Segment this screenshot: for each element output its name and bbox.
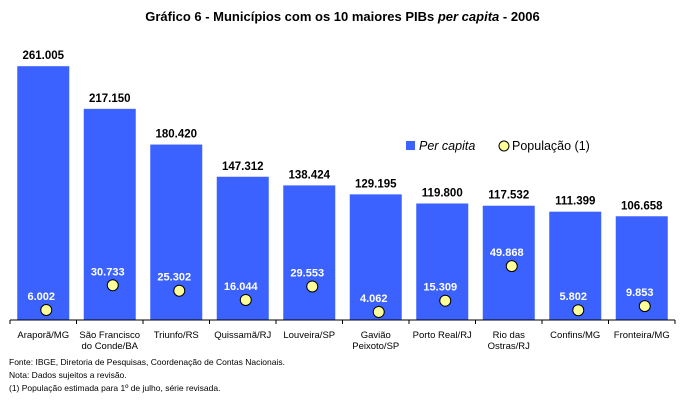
bar-value-label: 217.150 — [89, 93, 131, 105]
population-marker — [439, 294, 452, 307]
population-value-label: 30.733 — [91, 266, 125, 278]
category-label: Fronteira/MG — [614, 330, 670, 341]
population-marker — [106, 279, 119, 292]
bar-value-label: 261.005 — [22, 50, 64, 62]
population-value-label: 5.802 — [559, 291, 587, 303]
population-marker — [572, 304, 585, 317]
population-marker — [505, 260, 518, 273]
population-value-label: 15.309 — [423, 282, 457, 294]
legend-label-population: População (1) — [512, 139, 590, 153]
category-label: Rio das Ostras/RJ — [488, 330, 530, 352]
population-markers-group: 6.002 30.733 25.302 16.044 29.553 4.062 15.309… — [27, 247, 654, 318]
category-label: Porto Real/RJ — [413, 330, 472, 341]
population-value-label: 9.853 — [626, 287, 654, 299]
bar-value-label: 138.424 — [288, 169, 330, 181]
chart-title: Gráfico 6 - Municípios com os 10 maiores… — [145, 9, 540, 24]
category-label: Quissamã/RJ — [214, 330, 271, 341]
legend-swatch-per-capita — [406, 141, 415, 150]
bar-value-label: 117.532 — [488, 190, 529, 202]
x-axis-ticks — [9, 320, 676, 324]
population-marker — [40, 303, 53, 316]
bar-per-capita — [17, 66, 70, 321]
category-label: Araporã/MG — [17, 330, 69, 341]
category-label: São Francisco do Conde/BA — [79, 330, 140, 352]
population-value-label: 25.302 — [157, 272, 191, 284]
population-marker — [306, 280, 319, 293]
population-marker — [239, 293, 252, 306]
x-axis-category-labels: Araporã/MG São Francisco do Conde/BA Triunf… — [17, 330, 669, 352]
population-marker — [173, 284, 186, 297]
legend-label-per-capita: Per capita — [419, 139, 475, 153]
population-value-label: 16.044 — [224, 281, 259, 293]
bar-value-label: 129.195 — [355, 178, 397, 190]
bar-per-capita — [283, 185, 336, 320]
footnote-revision: Nota: Dados sujeitos a revisão. — [9, 370, 127, 380]
chart-title-main: Gráfico 6 - Municípios com os 10 maiores… — [145, 9, 438, 24]
legend-swatch-population — [498, 140, 510, 152]
bar-value-label: 180.420 — [155, 129, 197, 141]
bar-value-label: 147.312 — [222, 161, 264, 173]
chart-title-italic: per capita — [437, 9, 499, 24]
population-marker — [372, 305, 385, 318]
bar-per-capita — [349, 194, 402, 320]
chart: Gráfico 6 - Municípios com os 10 maiores… — [9, 9, 676, 352]
footnote-source: Fonte: IBGE, Diretoria de Pesquisas, Coo… — [9, 357, 285, 367]
bar-value-label: 119.800 — [422, 188, 463, 200]
category-label: Gavião Peixoto/SP — [352, 330, 399, 352]
population-value-label: 29.553 — [290, 267, 324, 279]
population-marker — [638, 300, 651, 313]
category-label: Confins/MG — [550, 330, 600, 341]
population-value-label: 49.868 — [490, 247, 524, 259]
legend: Per capita População (1) — [406, 139, 590, 153]
bar-value-label: 106.658 — [621, 200, 663, 212]
chart-title-end: - 2006 — [499, 9, 539, 24]
category-label: Louveira/SP — [283, 330, 335, 341]
footnotes: Fonte: IBGE, Diretoria de Pesquisas, Coo… — [9, 356, 285, 395]
bar-value-label: 111.399 — [555, 196, 595, 208]
category-label: Triunfo/RS — [154, 330, 199, 341]
bar-per-capita — [549, 211, 602, 320]
bars-group: 261.005 217.150 180.420 147.312 138.424 129.1… — [17, 50, 668, 321]
footnote-population: (1) População estimada para 1º de julho,… — [9, 383, 221, 393]
population-value-label: 4.062 — [360, 293, 388, 305]
population-value-label: 6.002 — [27, 291, 55, 303]
